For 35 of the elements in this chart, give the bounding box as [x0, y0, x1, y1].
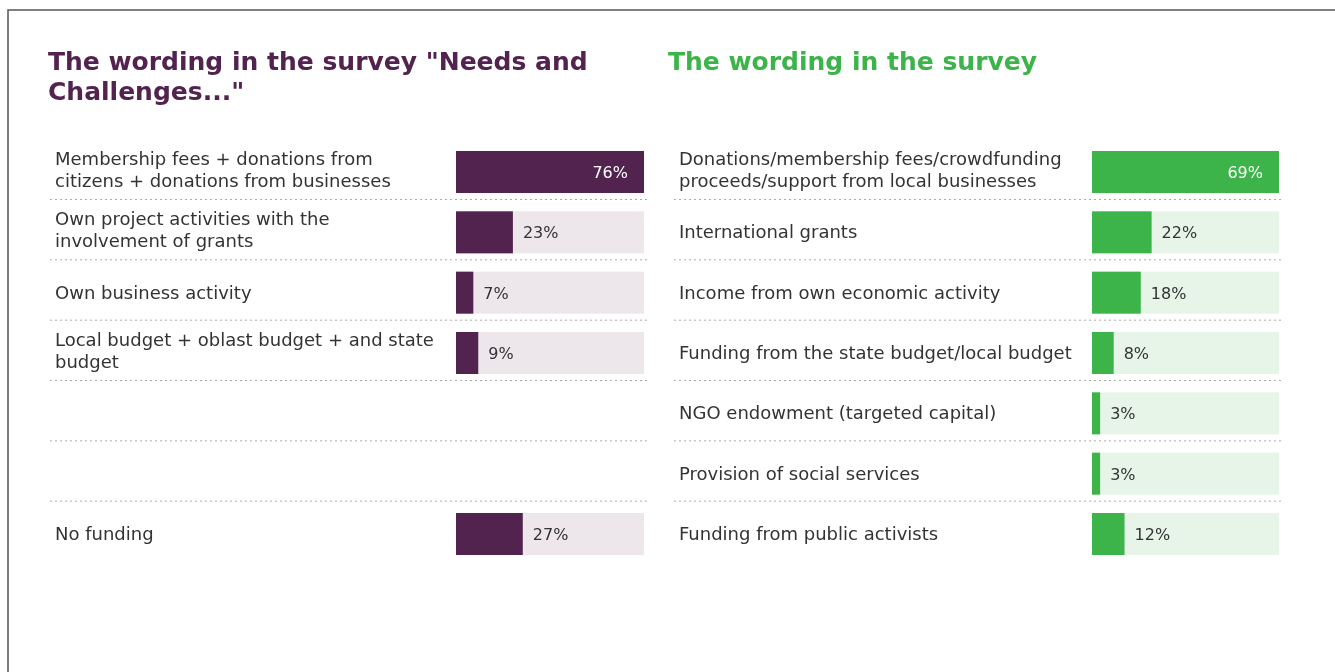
y-tick-label: No funding [55, 523, 154, 544]
y-tick-label: Donations/membership fees/crowdfunding proceeds/support from local businesses [679, 148, 1062, 191]
y-tick-label: Membership fees + donations from citizens + donations from businesses [55, 148, 391, 191]
bar [456, 211, 513, 254]
chart-title: The wording in the survey "Needs and Challenges..." [48, 47, 588, 106]
y-tick-label: Provision of social services [679, 462, 920, 484]
data-label: 18% [1150, 283, 1187, 303]
bar [1092, 513, 1125, 555]
data-label: 23% [522, 223, 559, 243]
data-label: 22% [1161, 223, 1198, 243]
bar [1092, 211, 1152, 254]
data-label: 76% [592, 163, 628, 182]
y-tick-label: Income from own economic activity [679, 281, 1001, 303]
bar [1092, 452, 1101, 495]
data-label: 12% [1134, 525, 1171, 544]
y-tick-label: Funding from the state budget/local budget [679, 342, 1072, 363]
data-label: 3% [1110, 464, 1136, 484]
bar [1092, 332, 1114, 374]
y-tick-label: Local budget + oblast budget + and state budget [55, 329, 434, 372]
bar [456, 271, 474, 314]
data-label: 7% [483, 283, 509, 303]
y-tick-label: Own project activities with the involvement of grants [55, 208, 330, 251]
data-label: 27% [532, 525, 569, 544]
data-label: 8% [1123, 344, 1150, 363]
y-tick-label: Funding from public activists [679, 523, 939, 544]
y-tick-label: NGO endowment (targeted capital) [679, 402, 997, 424]
y-tick-label: Own business activity [55, 281, 252, 303]
data-label: 9% [488, 344, 514, 363]
bar [456, 332, 479, 374]
text: The wording in the survey [668, 47, 1038, 76]
data-label: 69% [1227, 163, 1263, 182]
y-tick-label: International grants [679, 221, 858, 243]
bar [1092, 392, 1101, 435]
bar [1092, 271, 1141, 314]
data-label: 3% [1110, 404, 1136, 424]
